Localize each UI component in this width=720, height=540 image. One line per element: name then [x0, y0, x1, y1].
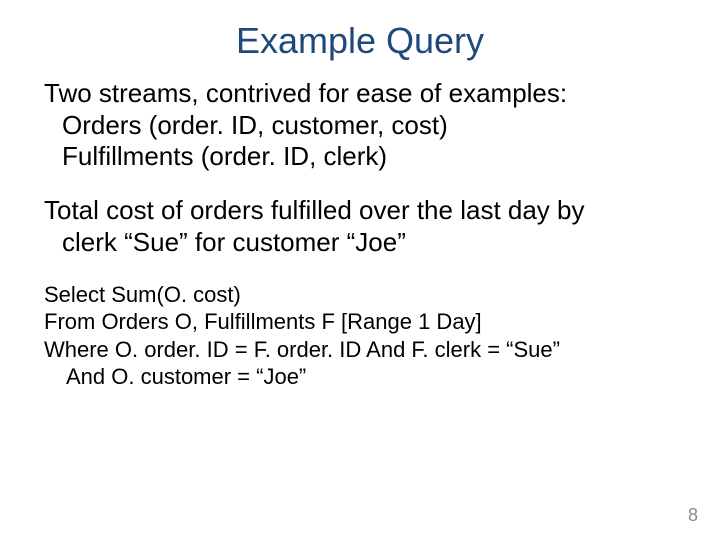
slide: Example Query Two streams, contrived for… — [0, 0, 720, 540]
description-line-2: clerk “Sue” for customer “Joe” — [44, 227, 676, 259]
slide-body: Two streams, contrived for ease of examp… — [0, 70, 720, 391]
description-paragraph: Total cost of orders fulfilled over the … — [44, 195, 676, 258]
page-number: 8 — [688, 505, 698, 526]
query-block: Select Sum(O. cost) From Orders O, Fulfi… — [44, 281, 676, 391]
slide-title: Example Query — [0, 0, 720, 70]
description-line-1: Total cost of orders fulfilled over the … — [44, 195, 676, 227]
intro-line-1: Two streams, contrived for ease of examp… — [44, 78, 676, 110]
intro-line-3: Fulfillments (order. ID, clerk) — [44, 141, 676, 173]
query-line-1: Select Sum(O. cost) — [44, 281, 676, 309]
query-line-4: And O. customer = “Joe” — [44, 363, 676, 391]
query-line-3: Where O. order. ID = F. order. ID And F.… — [44, 336, 676, 364]
intro-paragraph: Two streams, contrived for ease of examp… — [44, 78, 676, 173]
query-line-2: From Orders O, Fulfillments F [Range 1 D… — [44, 308, 676, 336]
intro-line-2: Orders (order. ID, customer, cost) — [44, 110, 676, 142]
